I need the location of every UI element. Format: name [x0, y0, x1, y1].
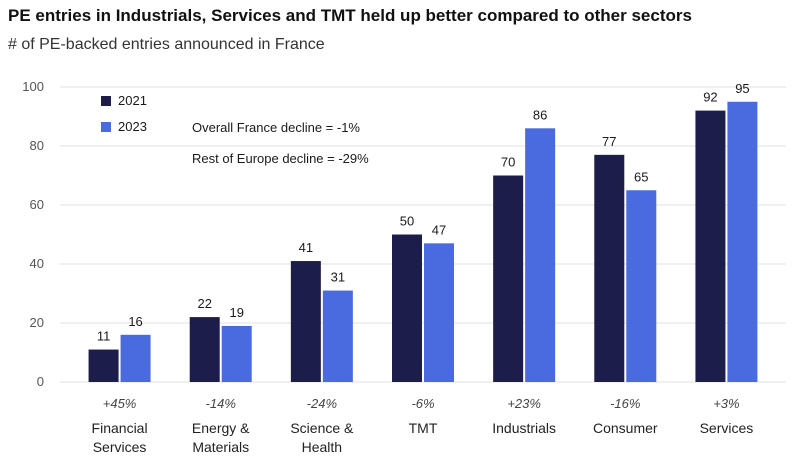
- data-label: 77: [602, 134, 616, 149]
- bar-2021: [189, 317, 220, 382]
- data-label: 86: [533, 107, 547, 122]
- chart-title: PE entries in Industrials, Services and …: [8, 6, 692, 25]
- category-label: Materials: [192, 439, 249, 455]
- bar-2023: [120, 334, 151, 382]
- category-label: TMT: [409, 420, 438, 436]
- legend-label: 2023: [118, 119, 147, 134]
- annotation-text: Overall France decline = -1%: [192, 120, 360, 135]
- legend-label: 2021: [118, 93, 147, 108]
- category-label: Consumer: [593, 420, 658, 436]
- bar-2021: [88, 349, 119, 382]
- data-label: 11: [97, 329, 111, 344]
- change-label: +3%: [713, 396, 739, 411]
- annotation-text: Rest of Europe decline = -29%: [192, 151, 369, 166]
- change-label: +45%: [103, 396, 137, 411]
- category-label: Industrials: [492, 420, 556, 436]
- bar-2023: [727, 101, 758, 382]
- data-label: 47: [432, 222, 446, 237]
- bar-2023: [626, 190, 657, 382]
- bar-2023: [525, 128, 556, 382]
- bar-2021: [493, 175, 524, 382]
- legend-swatch-2023: [101, 122, 111, 132]
- y-tick-label: 60: [30, 197, 44, 212]
- bar-2023: [322, 290, 353, 382]
- y-tick-label: 20: [30, 315, 44, 330]
- y-tick-label: 100: [22, 79, 44, 94]
- bar-2021: [290, 261, 321, 382]
- category-label: Services: [700, 420, 754, 436]
- change-label: -6%: [411, 396, 434, 411]
- category-label: Science &: [290, 420, 354, 436]
- data-label: 16: [128, 314, 142, 329]
- category-label: Health: [302, 439, 342, 455]
- change-label: -16%: [610, 396, 640, 411]
- bar-2021: [695, 110, 726, 382]
- change-label: -14%: [206, 396, 236, 411]
- chart-subtitle: # of PE-backed entries announced in Fran…: [8, 36, 325, 53]
- data-label: 22: [197, 296, 211, 311]
- category-label: Energy &: [192, 420, 250, 436]
- data-label: 65: [634, 169, 648, 184]
- bar-2023: [221, 325, 252, 382]
- legend-swatch-2021: [101, 96, 111, 106]
- data-label: 19: [229, 305, 243, 320]
- data-label: 41: [299, 240, 313, 255]
- bar-2023: [424, 243, 454, 382]
- data-label: 31: [331, 270, 345, 285]
- change-label: -24%: [307, 396, 337, 411]
- bar-2021: [594, 154, 625, 382]
- y-tick-label: 0: [37, 374, 44, 389]
- data-label: 92: [703, 90, 717, 105]
- category-label: Services: [93, 439, 147, 455]
- bar-2021: [392, 234, 422, 382]
- data-label: 95: [735, 81, 749, 96]
- category-label: Financial: [92, 420, 148, 436]
- data-label: 70: [501, 155, 515, 170]
- data-label: 50: [400, 214, 414, 229]
- y-tick-label: 40: [30, 256, 44, 271]
- y-tick-label: 80: [30, 138, 44, 153]
- change-label: +23%: [507, 396, 541, 411]
